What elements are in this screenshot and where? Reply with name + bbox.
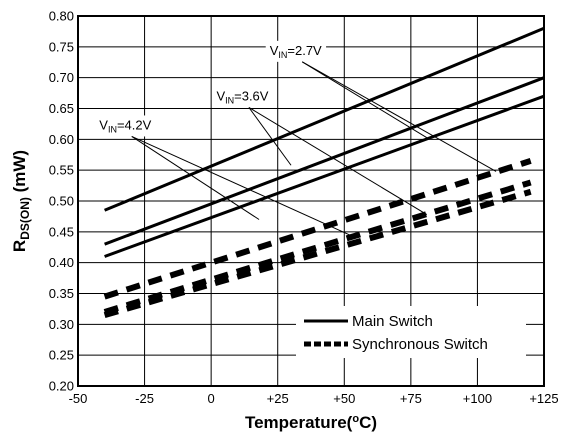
plot-frame <box>77 15 545 387</box>
series-layer <box>103 26 545 318</box>
legend: Main Switch Synchronous Switch <box>296 306 526 358</box>
annotation-label-bg <box>95 115 156 137</box>
x-tick-label: +50 <box>333 391 355 406</box>
annotations: VIN=2.7V VIN=3.6V VIN=4.2V <box>95 40 497 236</box>
y-axis-title: RDS(ON) (mW) <box>10 150 32 252</box>
legend-label-main-switch: Main Switch <box>352 313 433 330</box>
x-tick-label: +125 <box>529 391 558 406</box>
annotation-label-bg <box>265 40 327 62</box>
x-tick-label: -50 <box>69 391 88 406</box>
annotation-leader-line <box>131 136 350 236</box>
y-tick-label: 0.40 <box>49 255 74 270</box>
main-switch-line-1 <box>104 26 545 212</box>
annotation-leader-line <box>131 136 260 220</box>
y-tick-label: 0.35 <box>49 286 74 301</box>
main-switch-line-2 <box>104 76 545 246</box>
y-tick-label: 0.20 <box>49 379 74 394</box>
annotation-label-2: VIN=3.6V <box>216 88 268 105</box>
y-tick-label: 0.80 <box>49 9 74 24</box>
synchronous-switch-line-2 <box>103 179 532 315</box>
x-tick-label: +75 <box>400 391 422 406</box>
x-tick-label: 0 <box>208 391 215 406</box>
plot-border <box>77 15 545 387</box>
legend-label-synchronous-switch: Synchronous Switch <box>352 336 488 353</box>
y-tick-label: 0.70 <box>49 70 74 85</box>
annotation-leader-line <box>301 61 497 172</box>
annotation-label-1: VIN=2.7V <box>270 43 322 60</box>
synchronous-switch-line-3 <box>103 188 532 318</box>
legend-box <box>296 306 526 358</box>
annotation-leader-line <box>301 61 430 140</box>
y-tick-label: 0.30 <box>49 317 74 332</box>
y-tick-label: 0.55 <box>49 163 74 178</box>
y-tick-label: 0.65 <box>49 101 74 116</box>
y-tick-label: 0.75 <box>49 39 74 54</box>
annotation-leader-line <box>248 107 292 166</box>
y-tick-label: 0.60 <box>49 132 74 147</box>
y-tick-label: 0.50 <box>49 194 74 209</box>
tick-labels: -50 -25 0 +25 +50 +75 +100 +125 0.20 0.25 0.30 0.35… <box>49 9 559 407</box>
x-tick-label: +100 <box>463 391 492 406</box>
main-switch-line-3 <box>104 94 545 258</box>
y-tick-label: 0.25 <box>49 348 74 363</box>
annotation-label-bg <box>212 86 273 108</box>
synchronous-switch-line-1 <box>103 158 532 300</box>
x-axis-title: Temperature(oC) <box>245 413 377 432</box>
annotation-leader-line <box>248 107 428 215</box>
annotation-label-3: VIN=4.2V <box>99 117 151 134</box>
y-tick-label: 0.45 <box>49 224 74 239</box>
x-tick-label: -25 <box>135 391 154 406</box>
x-tick-label: +25 <box>267 391 289 406</box>
